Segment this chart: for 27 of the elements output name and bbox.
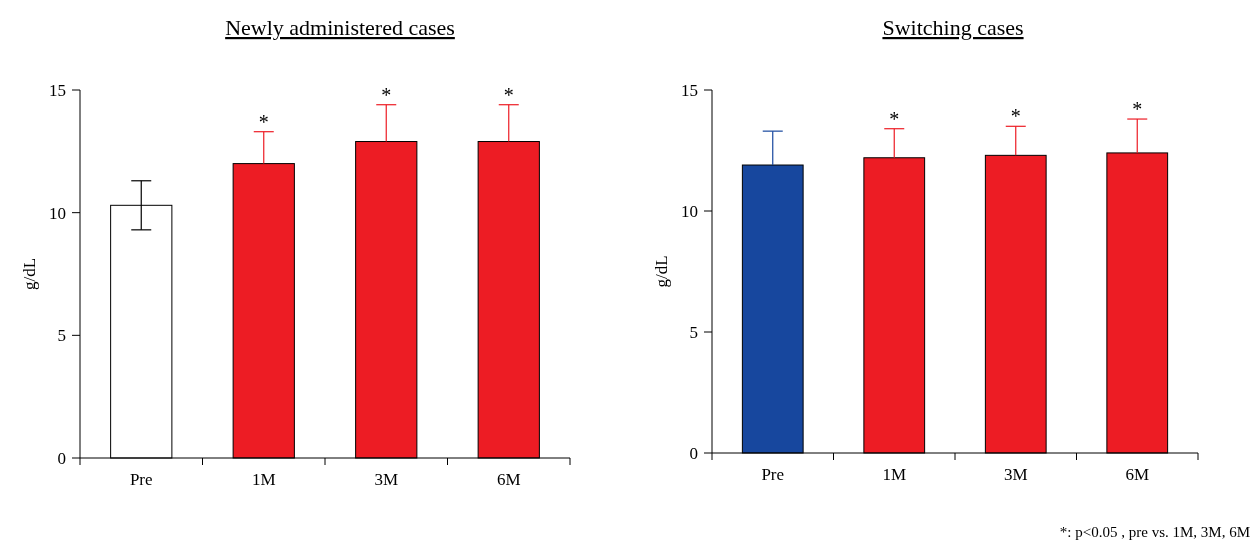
x-tick-label: 6M xyxy=(496,470,521,489)
annotation: * xyxy=(258,110,269,133)
x-tick-label: 3M xyxy=(374,470,399,489)
x-tick-label: Pre xyxy=(761,465,785,484)
y-tick-label: 0 xyxy=(57,448,66,468)
annotation: * xyxy=(381,83,392,106)
x-tick-label: 3M xyxy=(1003,465,1028,484)
y-tick-label: 0 xyxy=(689,443,698,463)
y-tick-label: 15 xyxy=(681,80,698,100)
chart-title: Switching cases xyxy=(882,15,1024,40)
annotation: * xyxy=(1010,105,1021,128)
y-tick-label: 15 xyxy=(49,80,66,100)
y-axis-title: g/dL xyxy=(20,257,39,291)
x-tick-label: 6M xyxy=(1125,465,1150,484)
y-tick-label: 10 xyxy=(49,203,66,223)
annotation: * xyxy=(889,107,900,130)
annotation: * xyxy=(1132,98,1143,121)
y-tick-label: 5 xyxy=(57,326,66,346)
x-tick-label: 1M xyxy=(882,465,907,484)
y-tick-label: 10 xyxy=(681,201,698,221)
chart-title: Newly administered cases xyxy=(225,15,455,40)
x-tick-label: 1M xyxy=(251,470,276,489)
x-tick-label: Pre xyxy=(129,470,153,489)
y-axis-title: g/dL xyxy=(652,255,671,288)
y-tick-label: 5 xyxy=(689,322,698,342)
text: *: p<0.05 , pre vs. 1M, 3M, 6M xyxy=(1059,524,1250,540)
annotation: * xyxy=(503,83,514,106)
